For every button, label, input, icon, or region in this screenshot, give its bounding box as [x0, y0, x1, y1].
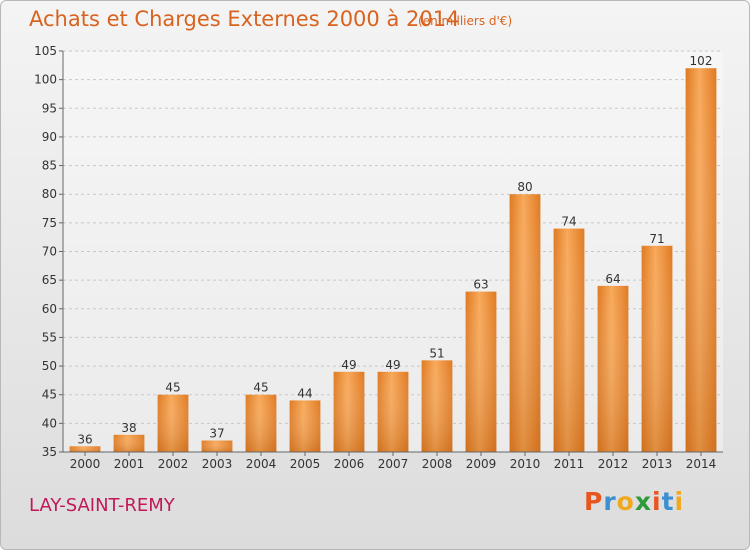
logo-letter: t: [661, 487, 675, 516]
y-tick-label: 55: [42, 330, 57, 344]
bar-value-label: 64: [605, 272, 620, 286]
bar-value-label: 38: [121, 421, 136, 435]
bar-value-label: 44: [297, 386, 312, 400]
bar-shade: [201, 440, 233, 452]
bar-shade: [509, 194, 541, 452]
x-tick-label: 2011: [554, 457, 585, 471]
proxiti-logo: Proxiti: [584, 487, 684, 516]
bar-value-label: 102: [690, 54, 713, 68]
x-tick-label: 2014: [686, 457, 717, 471]
x-tick-label: 2013: [642, 457, 673, 471]
y-tick-label: 90: [42, 130, 57, 144]
logo-letter: o: [616, 487, 635, 516]
chart-subtitle: (en milliers d'€): [418, 14, 513, 28]
bar-shade: [113, 434, 145, 452]
chart-title: Achats et Charges Externes 2000 à 2014: [29, 7, 460, 31]
x-tick-label: 2006: [334, 457, 365, 471]
bar-value-label: 74: [561, 215, 576, 229]
y-tick-label: 85: [42, 159, 57, 173]
y-tick-label: 95: [42, 101, 57, 115]
bar-shade: [157, 394, 189, 452]
x-tick-label: 2002: [158, 457, 189, 471]
bar-shade: [289, 400, 321, 452]
logo-letter: i: [652, 487, 662, 516]
y-tick-label: 70: [42, 245, 57, 259]
bar-shade: [245, 394, 277, 452]
x-tick-label: 2012: [598, 457, 629, 471]
y-tick-label: 100: [34, 73, 57, 87]
x-tick-label: 2000: [70, 457, 101, 471]
bar-value-label: 49: [385, 358, 400, 372]
bar-shade: [597, 285, 629, 452]
logo-letter: r: [603, 487, 617, 516]
bar-shade: [69, 446, 101, 452]
bar-value-label: 80: [517, 180, 532, 194]
axes: 35 40 45 50 55 60 65 70 75 80 85 90 95 100 105 2000 2001…: [34, 44, 723, 471]
y-tick-label: 45: [42, 388, 57, 402]
logo-letter: P: [584, 487, 604, 516]
y-tick-label: 80: [42, 187, 57, 201]
grid-lines: [63, 50, 723, 453]
bar-value-label: 49: [341, 358, 356, 372]
y-tick-label: 35: [42, 445, 57, 459]
y-tick-label: 105: [34, 44, 57, 58]
bar-shade: [641, 245, 673, 452]
bar-value-label: 45: [165, 381, 180, 395]
place-name: LAY-SAINT-REMY: [29, 495, 175, 516]
bar-value-label: 37: [209, 427, 224, 441]
bar-shade: [465, 291, 497, 452]
x-tick-label: 2010: [510, 457, 541, 471]
y-tick-label: 50: [42, 359, 57, 373]
bar-value-label: 36: [77, 432, 92, 446]
y-tick-label: 40: [42, 416, 57, 430]
x-tick-label: 2003: [202, 457, 233, 471]
x-tick-label: 2008: [422, 457, 453, 471]
bar-shade: [685, 68, 717, 452]
bar-value-label: 63: [473, 278, 488, 292]
y-tick-label: 60: [42, 302, 57, 316]
bar-value-label: 51: [429, 346, 444, 360]
bar-shade: [333, 371, 365, 452]
x-tick-label: 2001: [114, 457, 145, 471]
bars: 36 38 45 37 45 44 49 49 51 63 80 74 64 71 102: [69, 54, 717, 452]
x-tick-label: 2007: [378, 457, 409, 471]
y-tick-label: 75: [42, 216, 57, 230]
y-tick-label: 65: [42, 273, 57, 287]
bar-shade: [553, 228, 585, 452]
x-tick-label: 2009: [466, 457, 497, 471]
bar-value-label: 71: [649, 232, 664, 246]
logo-letter: i: [674, 487, 685, 516]
bar-value-label: 45: [253, 381, 268, 395]
bar-shade: [421, 360, 453, 452]
x-tick-label: 2004: [246, 457, 277, 471]
bar-shade: [377, 371, 409, 452]
x-tick-label: 2005: [290, 457, 321, 471]
logo-letter: x: [634, 487, 652, 516]
